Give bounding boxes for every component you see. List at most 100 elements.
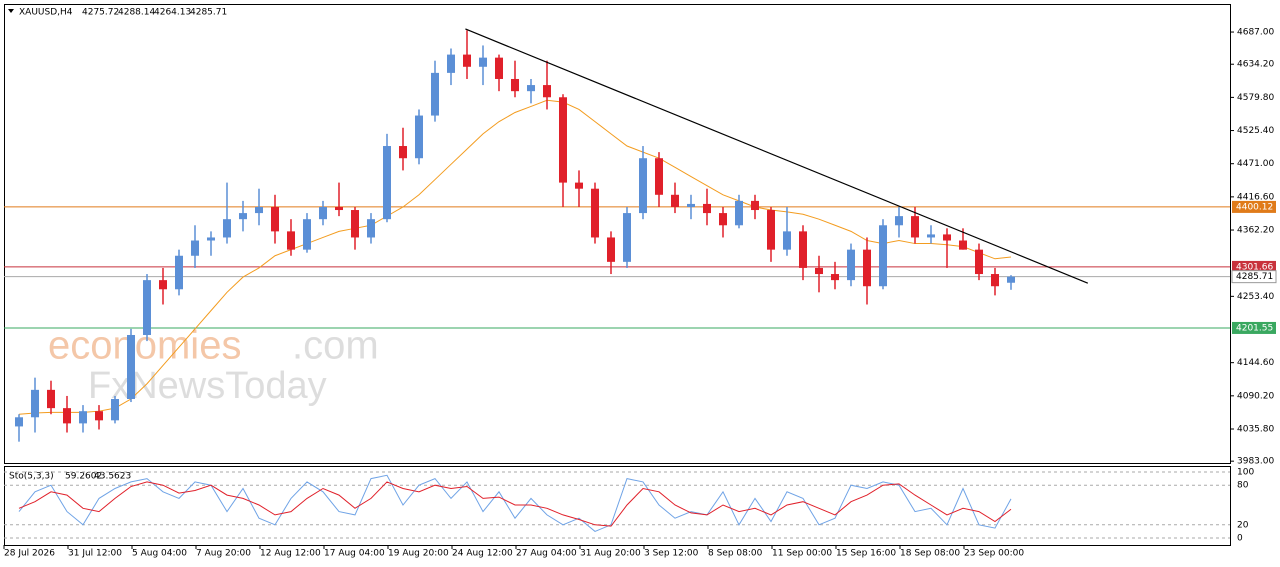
osc-line [18,474,1012,532]
candle-body [335,206,343,211]
y-tick-label: 4362.20 [1237,226,1274,236]
candle-body [399,146,407,159]
symbol: XAUUSD,H4 [19,8,73,18]
candle-body [527,85,535,92]
candle-body [175,255,183,290]
y-tick-label: 4687.00 [1237,28,1274,38]
candle-body [447,54,455,73]
x-tick-label: 28 Jul 2026 [4,549,55,559]
candle-body [767,210,775,250]
y-tick-label: 4471.00 [1237,159,1274,169]
x-tick-label: 5 Aug 04:00 [132,549,187,559]
candle-body [383,146,391,220]
osc-k-value: 59.2602 [65,472,102,482]
candle-body [799,231,807,268]
x-tick-label: 18 Sep 08:00 [900,549,960,559]
x-tick-label: 15 Sep 16:00 [836,549,896,559]
candle-body [63,408,71,424]
y-tick-label: 4416.60 [1237,192,1274,202]
level-label: 4301.66 [1236,262,1273,272]
candle-body [927,234,935,238]
candle-body [111,398,119,421]
candle-body [751,200,759,211]
x-tick-label: 27 Aug 04:00 [516,549,577,559]
candle-body [255,206,263,214]
candle-body [991,274,999,287]
candle-body [223,219,231,238]
candle-body [623,213,631,262]
candle-body [511,78,519,92]
candle-body [943,234,951,241]
candle-body [959,240,967,250]
candle-body [639,158,647,214]
candle-body [143,280,151,335]
watermark-suffix: .com [292,324,379,368]
y-tick-label: 4525.40 [1237,126,1274,136]
candle-body [815,267,823,275]
candle-body [495,57,503,79]
candle-body [559,97,567,183]
x-tick-label: 23 Sep 00:00 [964,549,1024,559]
candle-body [367,219,375,238]
x-tick-label: 24 Aug 12:00 [452,549,513,559]
x-tick-label: 31 Jul 12:00 [68,549,122,559]
level-label-bg [1232,200,1276,213]
trendline [465,28,1089,284]
candle-body [95,411,103,421]
watermark-sub: FxNewsToday [88,365,327,407]
close: 4285.71 [190,8,227,18]
candle-body [783,231,791,250]
candle-body [351,210,359,238]
candle-body [655,158,663,195]
candle-body [31,389,39,418]
candle-body [127,334,135,399]
low: 4264.13 [154,8,191,18]
main-frame [4,4,1231,464]
candle-body [543,85,551,98]
candle-body [847,249,855,281]
y-tick-label: 20 [1237,520,1249,530]
candle-body [463,54,471,67]
candle-body [735,200,743,226]
candle-body [863,249,871,287]
x-tick-label: 17 Aug 04:00 [324,549,385,559]
candle-body [671,194,679,207]
candle-body [319,206,327,220]
osc-d-value: 43.5623 [94,472,131,482]
y-tick-label: 0 [1237,534,1243,544]
candle-body [303,219,311,250]
candle-body [975,249,983,275]
candle-body [895,216,903,226]
candle-body [271,206,279,232]
candle-body [79,411,87,424]
watermark: economies .com FxNewsToday [48,324,379,407]
candle-body [415,115,423,159]
y-tick-label: 100 [1237,468,1254,478]
osc-title: Sto(5,3,3) [9,472,54,482]
candle-body [879,225,887,287]
candle-body [607,237,615,262]
bid-label-bg [1231,270,1277,284]
candle-body [159,280,167,290]
osc-line [18,481,1012,527]
candle-body [591,188,599,238]
candle-body [207,237,215,241]
x-tick-label: 12 Aug 12:00 [260,549,321,559]
candle-body [719,213,727,226]
level-label-bg [1232,321,1276,334]
candle-body [575,182,583,189]
osc-frame [4,466,1231,546]
open: 4275.72 [82,8,119,18]
candle-body [15,417,23,427]
y-tick-label: 4090.20 [1237,391,1274,401]
candle-body [191,240,199,256]
level-label-bg [1232,260,1276,273]
x-tick-label: 3 Sep 12:00 [644,549,699,559]
y-tick-label: 4144.60 [1237,358,1274,368]
x-tick-label: 31 Aug 20:00 [580,549,641,559]
x-tick-label: 7 Aug 20:00 [196,549,251,559]
menu-arrow[interactable] [8,9,14,13]
y-tick-label: 3983.00 [1237,457,1274,467]
